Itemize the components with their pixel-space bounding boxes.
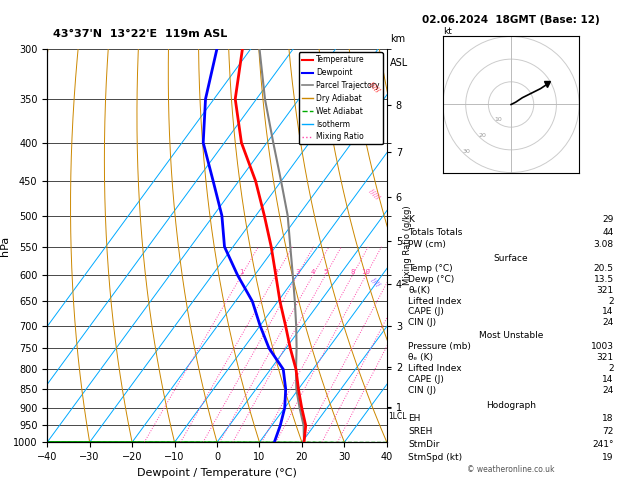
Text: Totals Totals: Totals Totals xyxy=(408,227,463,237)
Text: Temp (°C): Temp (°C) xyxy=(408,264,453,273)
Text: Most Unstable: Most Unstable xyxy=(479,331,543,341)
Text: StmSpd (kt): StmSpd (kt) xyxy=(408,453,462,462)
Text: 3.08: 3.08 xyxy=(594,240,614,249)
Text: 72: 72 xyxy=(603,427,614,436)
Text: Lifted Index: Lifted Index xyxy=(408,364,462,373)
Text: CAPE (J): CAPE (J) xyxy=(408,308,444,316)
Text: 241°: 241° xyxy=(593,440,614,449)
Text: 24: 24 xyxy=(603,386,614,395)
Y-axis label: hPa: hPa xyxy=(0,235,10,256)
Text: 10: 10 xyxy=(495,117,503,122)
Text: 20: 20 xyxy=(479,133,486,138)
Text: Dewp (°C): Dewp (°C) xyxy=(408,275,455,284)
Text: km: km xyxy=(390,34,405,44)
Text: ASL: ASL xyxy=(390,58,408,69)
Text: 43°37'N  13°22'E  119m ASL: 43°37'N 13°22'E 119m ASL xyxy=(53,29,228,39)
Text: θₑ (K): θₑ (K) xyxy=(408,353,433,363)
Text: CIN (J): CIN (J) xyxy=(408,318,437,327)
Text: Surface: Surface xyxy=(494,254,528,262)
Text: 20.5: 20.5 xyxy=(594,264,614,273)
Text: StmDir: StmDir xyxy=(408,440,440,449)
Text: 13.5: 13.5 xyxy=(594,275,614,284)
Text: 321: 321 xyxy=(597,286,614,295)
Text: θₑ(K): θₑ(K) xyxy=(408,286,430,295)
Text: Lifted Index: Lifted Index xyxy=(408,296,462,306)
Legend: Temperature, Dewpoint, Parcel Trajectory, Dry Adiabat, Wet Adiabat, Isotherm, Mi: Temperature, Dewpoint, Parcel Trajectory… xyxy=(299,52,383,144)
Text: K: K xyxy=(408,215,415,225)
Text: ////: //// xyxy=(370,277,381,287)
Text: 29: 29 xyxy=(603,215,614,225)
Text: CIN (J): CIN (J) xyxy=(408,386,437,395)
Text: kt: kt xyxy=(443,27,452,36)
Text: 8: 8 xyxy=(350,269,355,275)
Text: 4: 4 xyxy=(311,269,315,275)
Text: 2: 2 xyxy=(608,296,614,306)
Text: 3: 3 xyxy=(295,269,299,275)
Text: /////: ///// xyxy=(368,81,381,94)
Text: Pressure (mb): Pressure (mb) xyxy=(408,342,471,351)
Text: 18: 18 xyxy=(603,414,614,423)
Text: /////: ///// xyxy=(368,188,381,201)
Text: EH: EH xyxy=(408,414,421,423)
Text: 1003: 1003 xyxy=(591,342,614,351)
Text: 19: 19 xyxy=(603,453,614,462)
Text: 321: 321 xyxy=(597,353,614,363)
Text: 2: 2 xyxy=(608,364,614,373)
Text: 1: 1 xyxy=(240,269,244,275)
Text: Mixing Ratio (g/kg): Mixing Ratio (g/kg) xyxy=(403,206,411,285)
Text: CAPE (J): CAPE (J) xyxy=(408,375,444,384)
Text: 14: 14 xyxy=(603,375,614,384)
Text: 02.06.2024  18GMT (Base: 12): 02.06.2024 18GMT (Base: 12) xyxy=(422,15,600,25)
X-axis label: Dewpoint / Temperature (°C): Dewpoint / Temperature (°C) xyxy=(137,468,297,478)
Text: SREH: SREH xyxy=(408,427,433,436)
Text: © weatheronline.co.uk: © weatheronline.co.uk xyxy=(467,465,555,474)
Text: PW (cm): PW (cm) xyxy=(408,240,446,249)
Text: 10: 10 xyxy=(362,269,370,275)
Text: 5: 5 xyxy=(323,269,328,275)
Text: 1LCL: 1LCL xyxy=(388,412,406,421)
Text: 24: 24 xyxy=(603,318,614,327)
Text: Hodograph: Hodograph xyxy=(486,400,536,410)
Text: 44: 44 xyxy=(603,227,614,237)
Text: 30: 30 xyxy=(462,150,470,155)
Text: 2: 2 xyxy=(274,269,278,275)
Text: 14: 14 xyxy=(603,308,614,316)
